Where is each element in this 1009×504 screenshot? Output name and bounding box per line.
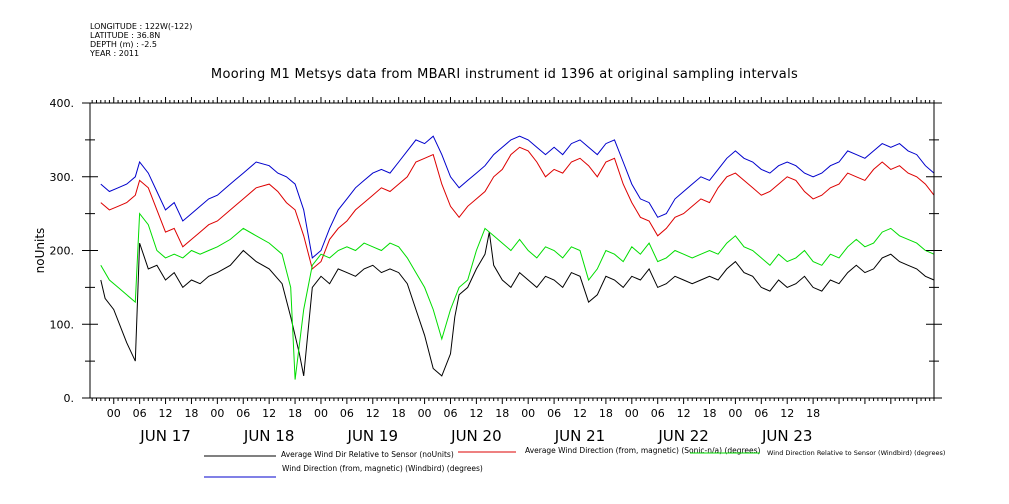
x-tick-label: 00 <box>625 407 639 420</box>
latitude-label: LATITUDE : 36.8N <box>90 31 161 40</box>
series-line-2 <box>100 146 935 270</box>
x-tick-label: 18 <box>184 407 198 420</box>
x-tick-label: 00 <box>107 407 121 420</box>
legend-label-3: Wind Direction Relative to Sensor (Windb… <box>767 449 945 457</box>
day-label: JUN 18 <box>243 427 294 445</box>
year-label: YEAR : 2011 <box>90 49 140 58</box>
x-tick-label: 00 <box>314 407 328 420</box>
day-label: JUN 22 <box>657 427 708 445</box>
series-line-1 <box>100 232 935 377</box>
day-label: JUN 21 <box>554 427 605 445</box>
longitude-label: LONGITUDE : 122W(-122) <box>90 22 193 31</box>
legend-label-2: Average Wind Direction (from, magnetic) … <box>525 446 761 455</box>
series-line-3 <box>100 212 935 380</box>
x-tick-label: 12 <box>780 407 794 420</box>
y-tick-label: 200. <box>50 245 75 258</box>
y-tick-label: 300. <box>50 171 75 184</box>
y-tick-label: 0. <box>64 392 75 405</box>
y-tick-label: 100. <box>50 318 75 331</box>
metadata-block: LONGITUDE : 122W(-122) LATITUDE : 36.8N … <box>90 22 192 58</box>
x-tick-label: 06 <box>236 407 250 420</box>
series-layer <box>100 135 935 380</box>
x-tick-label: 06 <box>443 407 457 420</box>
x-tick-label: 12 <box>366 407 380 420</box>
x-tick-label: 06 <box>133 407 147 420</box>
x-tick-label: 18 <box>599 407 613 420</box>
day-label: JUN 23 <box>761 427 812 445</box>
x-tick-label: 06 <box>340 407 354 420</box>
x-tick-label: 00 <box>521 407 535 420</box>
y-axis-label: noUnits <box>33 228 47 274</box>
plot-frame <box>89 102 935 399</box>
x-tick-label: 00 <box>418 407 432 420</box>
x-tick-label: 12 <box>677 407 691 420</box>
legend-label-1: Average Wind Dir Relative to Sensor (noU… <box>281 450 454 459</box>
x-tick-label: 06 <box>754 407 768 420</box>
day-label: JUN 20 <box>450 427 501 445</box>
x-tick-label: 18 <box>392 407 406 420</box>
legend-layer: Average Wind Dir Relative to Sensor (noU… <box>204 446 945 478</box>
chart-title: Mooring M1 Metsys data from MBARI instru… <box>210 67 799 82</box>
x-tick-label: 12 <box>573 407 587 420</box>
day-label: JUN 19 <box>347 427 398 445</box>
axis-layer: 0. 100. 200. 300. 400. noUnits 00 06 12 18 00 06 12 1… <box>33 97 942 445</box>
x-tick-label: 06 <box>547 407 561 420</box>
day-label: JUN 17 <box>139 427 190 445</box>
x-tick-label: 12 <box>159 407 173 420</box>
y-tick-label: 400. <box>50 97 75 110</box>
legend-label-4: Wind Direction (from, magnetic) (Windbir… <box>282 464 483 473</box>
x-tick-label: 00 <box>728 407 742 420</box>
x-tick-label: 00 <box>210 407 224 420</box>
x-tick-label: 18 <box>806 407 820 420</box>
x-tick-label: 18 <box>495 407 509 420</box>
x-tick-label: 06 <box>651 407 665 420</box>
depth-label: DEPTH (m) : -2.5 <box>90 40 157 49</box>
x-tick-label: 12 <box>262 407 276 420</box>
x-tick-label: 12 <box>469 407 483 420</box>
x-tick-label: 18 <box>703 407 717 420</box>
series-line-4 <box>100 135 935 259</box>
x-tick-label: 18 <box>288 407 302 420</box>
